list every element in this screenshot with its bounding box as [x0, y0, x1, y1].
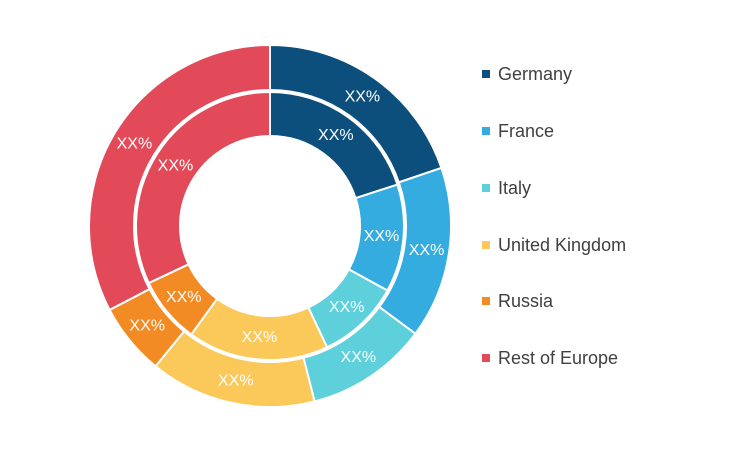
legend-label-rest-of-europe: Rest of Europe — [498, 348, 619, 368]
outer-label-united-kingdom: XX% — [218, 372, 254, 389]
inner-label-france: XX% — [364, 228, 400, 245]
inner-slice-rest-of-europe — [135, 90, 271, 285]
inner-label-rest-of-europe: XX% — [158, 157, 194, 174]
legend-label-russia: Russia — [498, 291, 554, 311]
inner-label-united-kingdom: XX% — [242, 329, 278, 346]
legend-item-italy: Italy — [482, 177, 638, 199]
outer-label-italy: XX% — [341, 349, 377, 366]
inner-label-italy: XX% — [329, 299, 365, 316]
outer-label-france: XX% — [409, 242, 445, 259]
inner-label-russia: XX% — [166, 289, 202, 306]
legend-item-france: France — [482, 120, 638, 142]
legend-label-united-kingdom: United Kingdom — [498, 235, 627, 255]
legend-label-france: France — [498, 121, 555, 141]
inner-label-germany: XX% — [318, 127, 354, 144]
legend-swatch-united-kingdom — [482, 241, 490, 249]
outer-label-rest-of-europe: XX% — [117, 135, 153, 152]
legend-item-united-kingdom: United Kingdom — [482, 234, 638, 256]
legend-label-germany: Germany — [498, 64, 573, 84]
legend-swatch-france — [482, 127, 490, 135]
outer-label-germany: XX% — [345, 89, 381, 106]
legend-swatch-germany — [482, 70, 490, 78]
legend-swatch-russia — [482, 297, 490, 305]
legend-swatch-italy — [482, 184, 490, 192]
legend-label-italy: Italy — [498, 178, 532, 198]
legend-swatch-rest-of-europe — [482, 354, 490, 362]
legend-item-russia: Russia — [482, 290, 638, 312]
legend-item-rest-of-europe: Rest of Europe — [482, 347, 638, 369]
outer-slice-rest-of-europe — [88, 43, 271, 312]
outer-label-russia: XX% — [129, 318, 165, 335]
legend-item-germany: Germany — [482, 63, 638, 85]
